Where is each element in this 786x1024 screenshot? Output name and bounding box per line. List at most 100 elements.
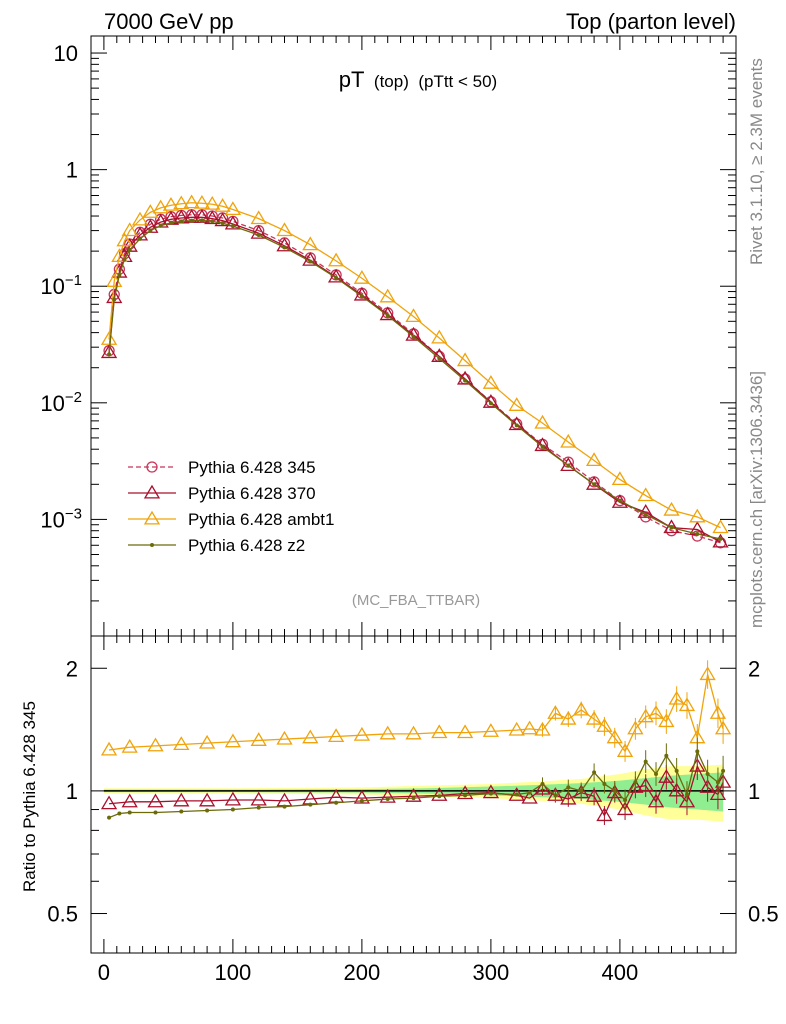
data-point [107,352,112,357]
data-point [168,220,173,225]
data-point [431,329,448,344]
data-point [712,519,729,534]
ratio-point [521,789,538,804]
data-point [611,494,629,508]
header-right: Top (parton level) [566,9,736,34]
ratio-point [359,798,364,803]
ratio-point [606,729,623,744]
plot-title: pT (top) (pTtt < 50) [339,67,497,92]
x-tick-label: 100 [215,960,252,985]
ratio-point [224,791,242,806]
ratio-point [714,720,732,735]
ratio-point [699,779,716,793]
ratio-point [411,796,416,801]
ratio-point [709,786,727,801]
legend-label: Pythia 6.428 z2 [188,536,305,555]
data-point [669,525,674,530]
ratio-point [282,804,287,809]
ratio-point [224,733,242,748]
data-point [560,433,577,448]
data-point [691,530,703,542]
data-point [663,501,680,516]
y-tick-label: 2 [66,656,78,681]
y-tick-label-right: 2 [748,656,760,681]
ratio-point [534,780,551,795]
data-point [482,394,500,408]
ratio-point [705,772,710,777]
ratio-point [654,772,659,777]
ratio-point [596,718,613,732]
data-point [193,194,211,209]
ratio-point [658,768,675,783]
data-point [411,334,416,339]
data-point [718,536,723,541]
ratio-point [643,759,648,764]
ratio-point [602,781,607,786]
y-tick-label: 10 [54,41,78,66]
ratio-point [385,797,390,802]
ratio-frame [90,635,737,954]
data-point [162,196,180,211]
data-point [204,195,221,210]
data-point [585,476,603,490]
ratio-point [173,792,190,807]
ratio-point [527,790,532,795]
ratio-point [107,815,112,820]
data-point [695,531,700,536]
legend-marker [143,484,161,499]
data-point [224,215,242,230]
data-point [179,219,184,224]
ratio-point [127,810,132,815]
ratio-point [664,753,669,758]
mcplots-label: mcplots.cern.ch [arXiv:1306.3436] [747,371,766,628]
x-tick-label: 400 [602,960,639,985]
data-point [508,416,525,431]
ratio-point [308,802,313,807]
ratio-point [456,724,474,739]
data-point [385,313,390,318]
x-tick-label: 300 [473,960,510,985]
data-point [220,221,225,226]
ratio-point [379,725,396,740]
ratio-point [668,690,685,705]
data-point [456,352,474,367]
ratio-point [488,791,493,796]
legend-label: Pythia 6.428 ambt1 [188,510,334,529]
legend-marker [146,461,158,473]
ratio-point [514,792,519,797]
ratio-point [205,808,210,813]
data-point [488,401,493,406]
y-tick-label: 1 [66,779,78,804]
title-main: pT [339,67,365,92]
data-point [276,237,293,252]
ratio-point [179,809,184,814]
ratio-point [668,782,685,797]
data-point [250,224,267,239]
data-point [250,210,267,225]
data-point [637,487,654,502]
ratio-point [508,721,525,736]
analysis-label: (MC_FBA_TTBAR) [352,592,480,609]
ratio-point [566,785,571,790]
ratio-point [674,768,679,773]
ratio-point [117,811,122,816]
ratio-point [647,793,665,808]
rivet-version-label: Rivet 3.1.10, ≥ 2.3M events [747,58,766,265]
ratio-point [100,795,118,810]
data-point [122,257,127,262]
ratio-point [379,788,396,803]
ratio-point [327,728,345,743]
data-point [224,201,242,216]
x-tick-label: 200 [344,960,381,985]
ratio-point [612,788,617,793]
ratio-point [121,793,138,808]
ratio-point [699,666,716,681]
ratio-point [302,729,319,744]
ratio-point [276,730,293,745]
legend-marker [143,510,161,525]
data-point [534,414,551,429]
ratio-point [198,734,216,749]
uncertainty-band [103,772,724,812]
data-point [308,259,313,264]
